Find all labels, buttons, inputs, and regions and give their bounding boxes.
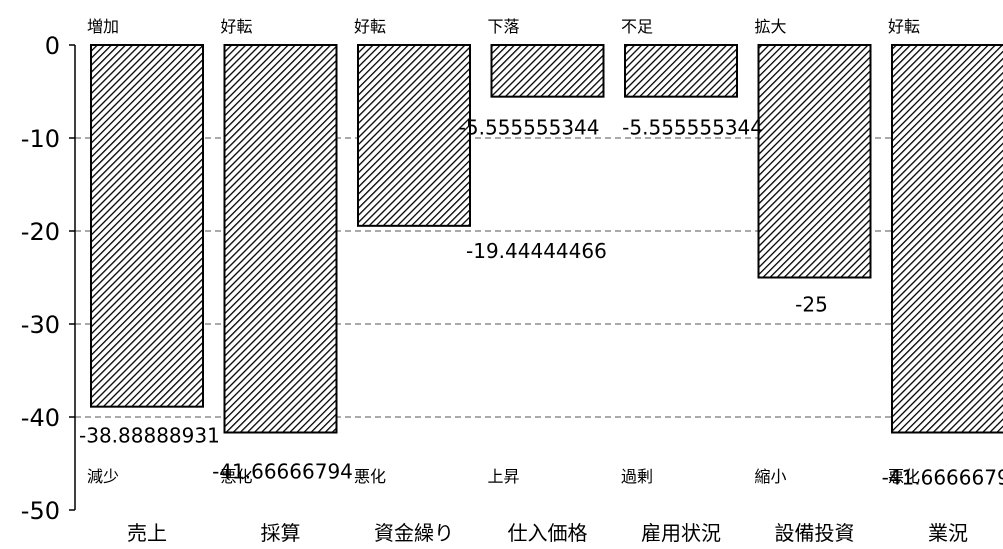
category-label: 資金繰り [374,521,454,545]
positive-answer-label: 増加 [87,17,119,36]
y-tick-labels: 0 -10 -20 -30 -40 -50 [21,32,75,525]
category-label: 設備投資 [775,521,855,545]
y-tick-label: -10 [21,125,60,153]
data-value-label: -5.555555344 [622,116,763,140]
positive-answer-label: 不足 [621,17,653,36]
negative-answer-label: 上昇 [488,467,520,486]
bar [357,44,471,227]
y-tick-label: -40 [21,404,60,432]
bars [90,44,1003,434]
category-label: 業況 [928,521,968,545]
negative-answer-label: 悪化 [888,467,920,486]
bar [90,44,204,408]
y-tick-label: 0 [45,32,60,60]
category-label: 採算 [261,521,301,545]
negative-answer-label: 悪化 [354,467,386,486]
y-tick-label: -50 [21,497,60,525]
positive-answer-label: 好転 [888,17,920,36]
bar [891,44,1003,434]
positive-answer-label: 拡大 [755,17,787,36]
category-label: 仕入価格 [508,521,588,545]
positive-answer-label: 好転 [221,17,253,36]
negative-answer-label: 過剰 [621,467,653,486]
data-value-label: -38.88888931 [79,424,220,448]
negative-answer-label: 縮小 [755,467,787,486]
bar [490,44,605,98]
negative-answer-label: 減少 [87,467,119,486]
data-value-label: -5.555555344 [459,116,600,140]
y-tick-label: -30 [21,311,60,339]
bar [624,44,738,98]
data-value-label: -25 [795,293,828,317]
positive-answer-label: 下落 [488,17,520,36]
data-value-label: -41.66666794 [882,466,1003,490]
data-value-label: -41.66666794 [212,460,353,484]
positive-answer-label: 好転 [354,17,386,36]
bar [757,44,872,279]
negative-answer-label: 悪化 [221,467,253,486]
bar [223,44,338,434]
category-label: 雇用状況 [641,521,721,545]
data-value-label: -19.44444466 [466,239,607,263]
category-label: 売上 [127,521,167,545]
y-tick-label: -20 [21,218,60,246]
